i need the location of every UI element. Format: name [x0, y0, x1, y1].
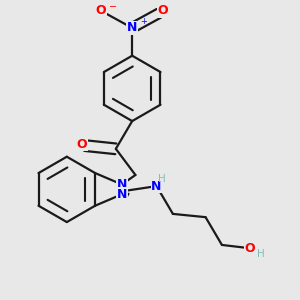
Text: O: O [157, 4, 168, 17]
Text: N: N [127, 21, 137, 34]
Text: N: N [117, 178, 127, 191]
Text: N: N [117, 188, 127, 201]
Text: H: H [158, 174, 166, 184]
Text: −: − [109, 2, 117, 12]
Text: O: O [244, 242, 255, 255]
Text: N: N [152, 180, 162, 193]
Text: O: O [76, 138, 87, 151]
Text: O: O [96, 4, 106, 17]
Text: +: + [140, 17, 147, 26]
Text: H: H [257, 249, 265, 259]
